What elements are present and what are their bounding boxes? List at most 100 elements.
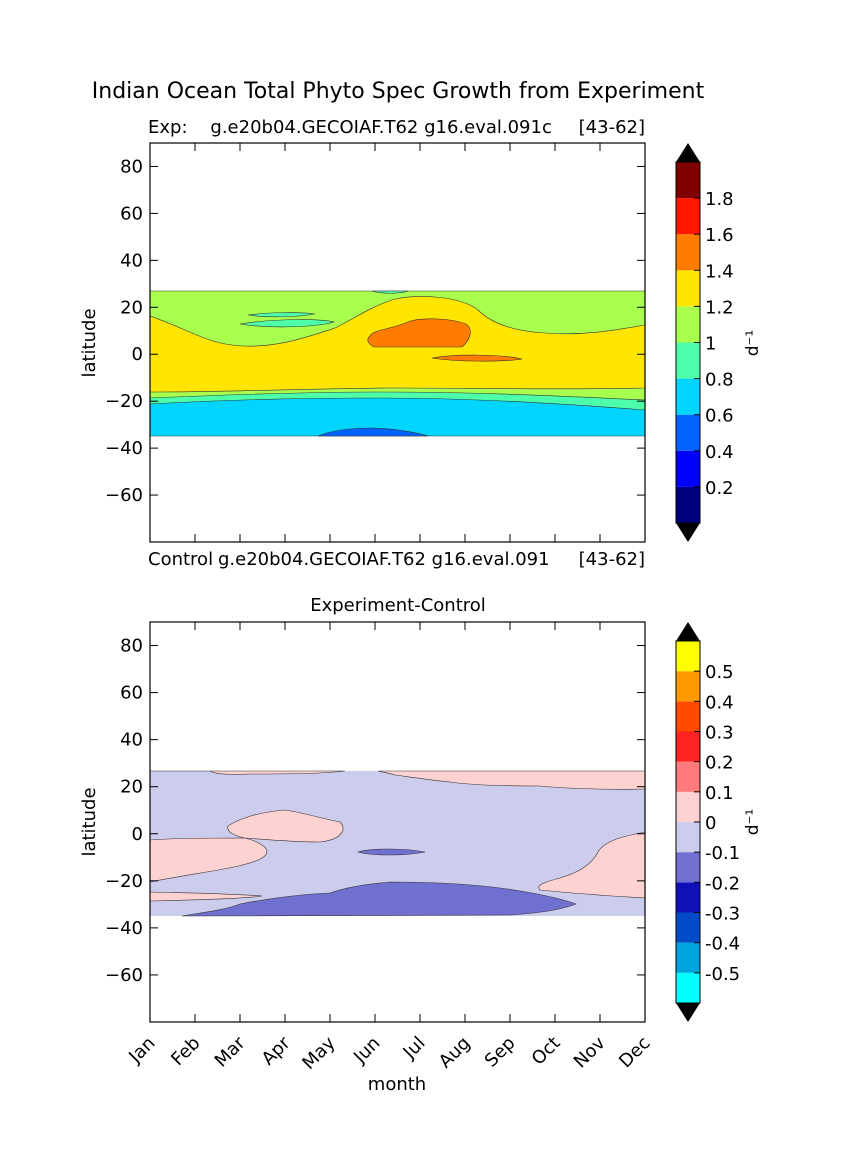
panel1-colorbar-extend-low <box>676 523 700 542</box>
panel2-colorbar-tick-label: -0.4 <box>705 934 740 955</box>
panel2-colorbar-tick-label: 0.1 <box>705 783 734 804</box>
p2-band-north-pink-east <box>377 770 645 790</box>
panel2-ytick-label: −20 <box>105 871 143 892</box>
panel2-colorbar-tick-label: -0.2 <box>705 873 740 894</box>
panel2-colorbar-swatch <box>676 701 700 732</box>
panel2-colorbar-swatch <box>676 912 700 943</box>
p1-patch-1 <box>247 312 316 318</box>
xtick-label-sep: Sep <box>481 1033 520 1072</box>
panel1-colorbar: 0.2 0.4 0.6 0.8 1 1.2 1.4 1.6 1.8 <box>675 143 734 542</box>
panel2-ylabel: latitude <box>79 787 100 856</box>
panel2-colorbar-swatch <box>676 671 700 702</box>
panel1-ytick-label: −60 <box>105 485 143 506</box>
xtick-label-oct: Oct <box>528 1033 565 1070</box>
panel2-colorbar-extend-high <box>676 622 700 641</box>
panel1-title-right: [43-62] <box>579 117 645 138</box>
panel1-colorbar-swatch <box>676 378 700 415</box>
p1-band-south-low <box>150 397 645 437</box>
panel-experiment: Exp: g.e20b04.GECOIAF.T62 g16.eval.091c … <box>79 117 763 543</box>
p2-band-mid-pink <box>227 809 344 843</box>
panel1-ytick-label: 60 <box>120 203 143 224</box>
panel2-colorbar-tick-label: -0.1 <box>705 843 740 864</box>
panel1-ytick-label: 40 <box>120 250 143 271</box>
panel2-colorbar-swatch <box>676 972 700 1003</box>
p2-band-east-pink <box>538 831 645 899</box>
panel2-colorbar-tick-label: -0.3 <box>705 904 740 925</box>
p1-patch-2 <box>239 319 336 328</box>
panel2-ytick-label: −40 <box>105 918 143 939</box>
p1-patch-3 <box>371 290 409 294</box>
panel2-colorbar-label: d⁻¹ <box>743 809 763 836</box>
panel2-colorbar-swatch <box>676 761 700 792</box>
panel1-x-ticks <box>149 143 646 542</box>
panel1-colorbar-tick-label: 1.4 <box>705 261 734 282</box>
panel1-colorbar-tick-label: 1.6 <box>705 225 734 246</box>
p2-band-eq-blue <box>356 848 426 856</box>
panel1-colorbar-swatch <box>676 306 700 343</box>
xtick-label-aug: Aug <box>435 1033 475 1073</box>
panel-difference: Control g.e20b04.GECOIAF.T62 g16.eval.09… <box>79 549 763 1074</box>
panel2-colorbar-swatch <box>676 852 700 883</box>
panel2-colorbar-swatch <box>676 942 700 973</box>
p1-band-orange <box>367 318 471 348</box>
x-axis-label: month <box>368 1074 426 1095</box>
panel2-colorbar-tick-label: 0.2 <box>705 753 734 774</box>
panel1-ytick-label: 0 <box>132 344 143 365</box>
panel2-y-ticks: 80 60 40 20 0 −20 −40 −60 <box>105 636 645 986</box>
panel2-ytick-label: 60 <box>120 683 143 704</box>
panel2-axes-frame <box>149 621 646 1023</box>
panel1-colorbar-label: d⁻¹ <box>743 330 763 357</box>
xtick-label-dec: Dec <box>615 1033 654 1072</box>
panel2-ytick-label: −60 <box>105 965 143 986</box>
xtick-label-feb: Feb <box>167 1033 204 1070</box>
panel2-colorbar-tick-label: -0.5 <box>705 964 740 985</box>
panel2-colorbar-swatch <box>676 822 700 853</box>
xtick-label-mar: Mar <box>211 1032 250 1071</box>
figure-title: Indian Ocean Total Phyto Spec Growth fro… <box>92 79 705 104</box>
panel1-colorbar-tick-label: 1.8 <box>705 189 734 210</box>
p2-band-north-pink <box>150 770 346 775</box>
panel1-colorbar-tick-label: 0.8 <box>705 370 734 391</box>
panel2-colorbar-swatch <box>676 791 700 822</box>
panel2-colorbar-swatch <box>676 882 700 913</box>
panel2-colorbar-extend-low <box>676 1003 700 1022</box>
panel1-title-left: Exp: g.e20b04.GECOIAF.T62 g16.eval.091c <box>148 117 552 138</box>
panel1-ylabel: latitude <box>79 308 100 377</box>
panel2-ytick-label: 40 <box>120 730 143 751</box>
panel1-colorbar-swatch <box>676 198 700 235</box>
xtick-label-jan: Jan <box>124 1033 159 1068</box>
panel1-colorbar-swatch <box>676 486 700 523</box>
panel1-colorbar-extend-high <box>676 143 700 162</box>
panel2-colorbar-tick-label: 0 <box>705 813 716 834</box>
panel2-title: Experiment-Control <box>310 595 486 616</box>
panel2-control-range: [43-62] <box>579 549 645 570</box>
xtick-label-jul: Jul <box>399 1033 430 1064</box>
panel1-colorbar-swatch <box>676 414 700 451</box>
p2-band-west-pink-south <box>150 891 263 902</box>
xtick-label-nov: Nov <box>570 1032 610 1072</box>
panel2-ytick-label: 20 <box>120 777 143 798</box>
panel2-control-label: Control <box>148 549 213 570</box>
p1-band-south-min <box>317 427 429 437</box>
panel2-colorbar-swatch <box>676 731 700 762</box>
p2-band-south-blue <box>181 881 577 917</box>
p1-band-orange-south <box>431 354 523 362</box>
xtick-label-may: May <box>298 1032 339 1073</box>
panel1-contour-field <box>150 290 645 437</box>
panel1-colorbar-swatch <box>676 450 700 487</box>
panel2-contour-field <box>150 770 645 917</box>
panel2-colorbar: -0.5 -0.4 -0.3 -0.2 -0.1 0 0.1 0.2 0.3 0.4 0.5 <box>675 622 740 1022</box>
panel1-colorbar-swatch <box>676 342 700 379</box>
xtick-label-apr: Apr <box>258 1032 295 1069</box>
panel1-colorbar-swatch <box>676 270 700 307</box>
panel2-control-name: g.e20b04.GECOIAF.T62 g16.eval.091 <box>218 549 550 570</box>
panel1-ytick-label: 20 <box>120 297 143 318</box>
panel1-colorbar-swatch <box>676 234 700 271</box>
panel1-colorbar-tick-label: 1 <box>705 334 716 355</box>
panel2-ytick-label: 80 <box>120 636 143 657</box>
p2-band-west-pink <box>150 837 268 883</box>
xtick-label-jun: Jun <box>349 1033 384 1068</box>
panel1-colorbar-tick-label: 0.4 <box>705 442 734 463</box>
panel2-ytick-label: 0 <box>132 824 143 845</box>
